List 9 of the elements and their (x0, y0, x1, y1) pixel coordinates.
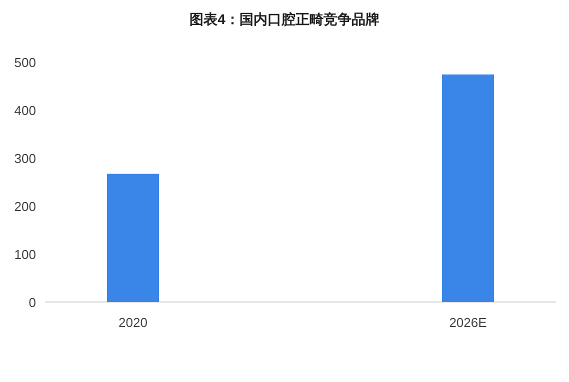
y-tick-label: 500 (14, 55, 36, 70)
y-tick-label: 300 (14, 151, 36, 166)
y-tick-label: 0 (28, 295, 36, 310)
y-tick-label: 400 (14, 103, 36, 118)
y-tick-label: 200 (14, 199, 36, 214)
x-tick-label: 2026E (449, 315, 488, 330)
x-tick-label: 2020 (118, 315, 148, 330)
chart-title: 图表4：国内口腔正畸竞争品牌 (190, 11, 380, 27)
y-tick-label: 100 (14, 247, 36, 262)
